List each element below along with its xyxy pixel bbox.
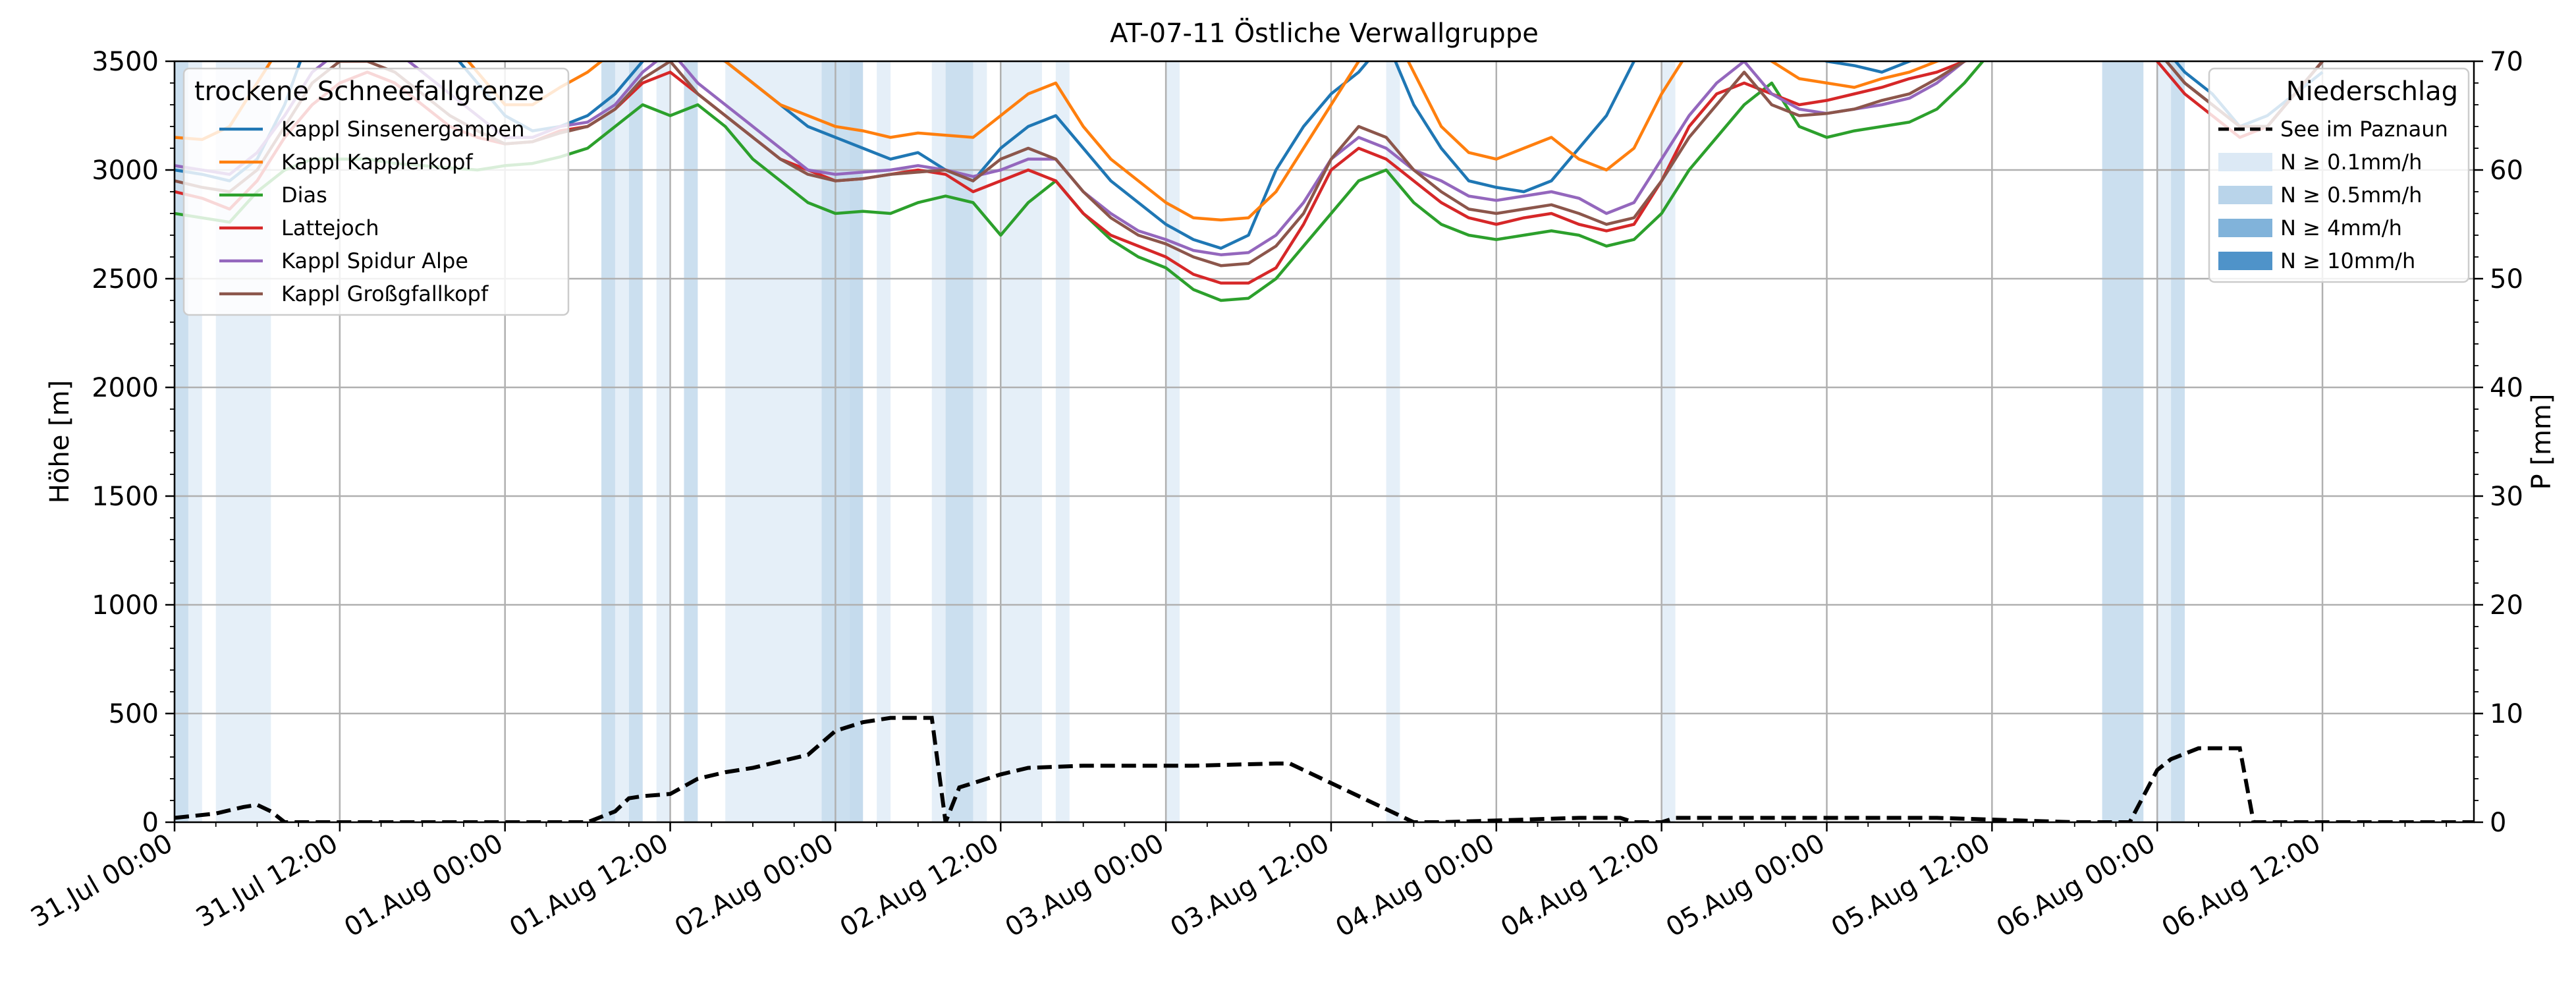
precip-band — [2102, 61, 2144, 822]
y-tick-label-right: 50 — [2490, 264, 2523, 294]
y-tick-label: 2000 — [92, 373, 159, 403]
precip-band — [628, 61, 643, 822]
y-tick-label: 500 — [109, 699, 159, 729]
y-tick-label: 3500 — [92, 47, 159, 77]
legend-entry-label: Lattejoch — [281, 215, 379, 240]
y-tick-label-right: 70 — [2490, 47, 2523, 77]
precip-band — [2157, 61, 2172, 822]
legend-entry-label: Kappl Kapplerkopf — [281, 150, 473, 175]
y-tick-label-right: 40 — [2490, 373, 2523, 403]
y-tick-label-right: 20 — [2490, 590, 2523, 621]
legend-entry-label-right: N ≥ 10mm/h — [2280, 248, 2415, 273]
precip-band — [1000, 61, 1042, 822]
y-tick-label: 3000 — [92, 155, 159, 186]
precip-band — [1055, 61, 1070, 822]
legend-entry-label: Kappl Spidur Alpe — [281, 248, 468, 273]
legend-entry-label-right: N ≥ 4mm/h — [2280, 215, 2402, 240]
legend-swatch-right — [2218, 153, 2272, 171]
precip-band — [849, 61, 863, 822]
y-axis-label-right: P [mm] — [2527, 394, 2557, 490]
precip-band — [1386, 61, 1400, 822]
legend-entry-label: Kappl Sinsenergampen — [281, 117, 525, 142]
legends: trockene Schneefallgrenze Kappl Sinsenerg… — [182, 67, 2470, 316]
precip-band — [684, 61, 698, 822]
y-tick-label: 0 — [142, 808, 159, 838]
legend-entry-label-right: N ≥ 0.5mm/h — [2280, 182, 2422, 208]
legend-entry-label: Dias — [281, 182, 327, 208]
precip-band — [615, 61, 629, 822]
y-axis-label: Höhe [m] — [45, 380, 75, 503]
precip-band — [725, 61, 822, 822]
y-tick-label: 1500 — [92, 482, 159, 512]
precip-line-group — [175, 715, 2474, 822]
precip-band — [877, 61, 891, 822]
legend-box — [182, 67, 570, 316]
plot-frame — [173, 60, 2475, 824]
precip-band — [973, 61, 987, 822]
y-tick-label-right: 0 — [2490, 808, 2506, 838]
legend-swatch-right — [2218, 219, 2272, 237]
chart-title: AT-07-11 Östliche Verwallgruppe — [1110, 17, 1539, 49]
precip-line — [175, 715, 2474, 822]
legend-title: trockene Schneefallgrenze — [194, 76, 544, 107]
legend-entry-label-right: See im Paznaun — [2280, 117, 2448, 142]
legend-swatch-right — [2218, 252, 2272, 270]
y-tick-label-right: 60 — [2490, 155, 2523, 186]
legend-entry-label: Kappl Großgfallkopf — [281, 281, 489, 306]
y-tick-label-right: 10 — [2490, 699, 2523, 729]
precip-band — [931, 61, 946, 822]
y-tick-label-right: 30 — [2490, 482, 2523, 512]
legend-swatch-right — [2218, 186, 2272, 204]
precip-band — [656, 61, 671, 822]
y-tick-label: 2500 — [92, 264, 159, 294]
legend-title-right: Niederschlag — [2286, 76, 2458, 107]
legend-entry-label-right: N ≥ 0.1mm/h — [2280, 150, 2422, 175]
precip-band — [601, 61, 615, 822]
precip-band — [1661, 61, 1676, 822]
precip-band — [2171, 61, 2185, 822]
precip-band — [1166, 61, 1180, 822]
legend-box-right — [2208, 67, 2470, 283]
y-tick-label: 1000 — [92, 590, 159, 621]
